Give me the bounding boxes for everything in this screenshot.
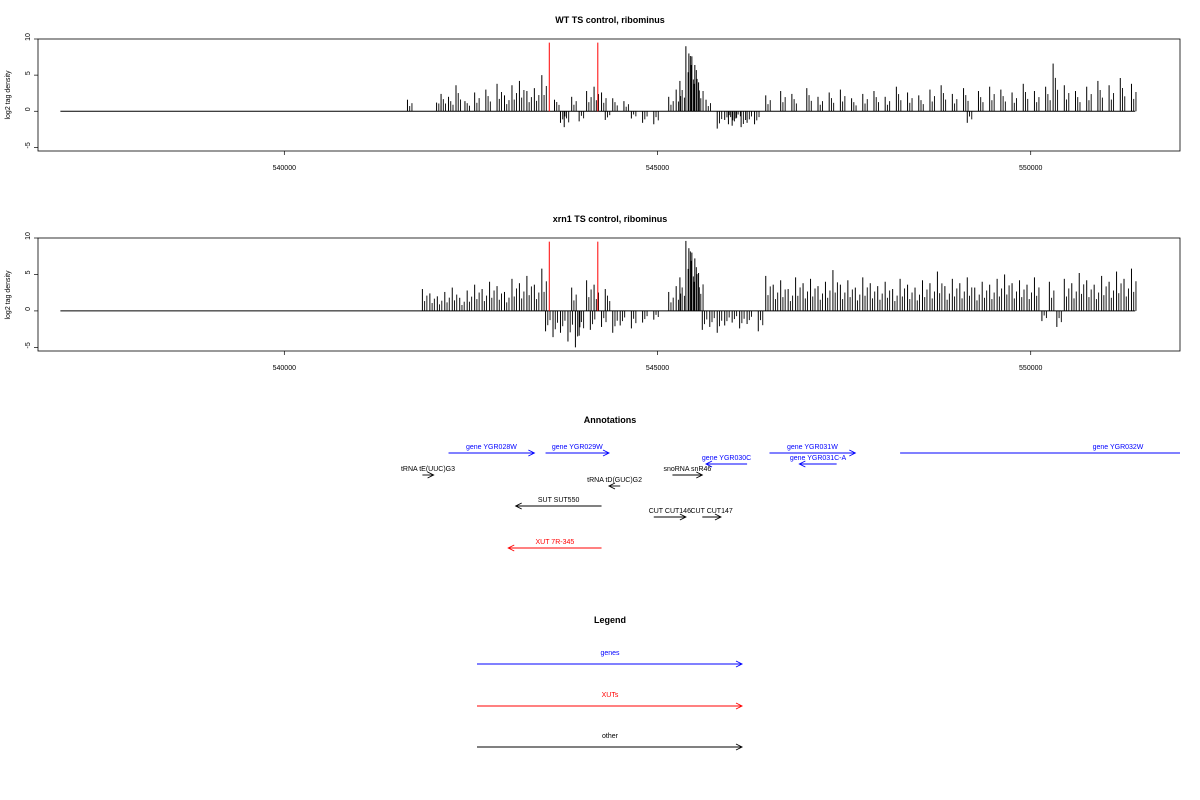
feature-arrowhead [607, 482, 616, 490]
feature-arrowhead [849, 449, 857, 457]
x-tick-label: 550000 [1019, 365, 1042, 372]
plot-frame [37, 38, 1181, 152]
x-tick-label: 540000 [273, 365, 296, 372]
y-tick-label: 0 [25, 307, 32, 311]
legend-label: XUTs [602, 692, 619, 699]
wt-track-title: WT TS control, ribominus [555, 15, 665, 25]
feature-arrowhead [679, 513, 687, 521]
legend-arrowhead [735, 660, 744, 668]
x-tick-label: 545000 [646, 165, 669, 172]
feature-arrowhead [696, 471, 704, 479]
feature-label: gene YGR031W [787, 444, 838, 451]
wt-track-ylabel: log2 tag density [5, 70, 12, 120]
feature-label: snoRNA snR46 [663, 466, 711, 473]
legend-label: genes [600, 650, 620, 657]
feature-arrowhead [528, 449, 536, 457]
legend-arrowhead [735, 743, 744, 751]
feature-label: CUT CUT147 [690, 508, 732, 515]
y-tick-label: 0 [25, 107, 32, 111]
y-tick-label: 10 [25, 232, 32, 240]
y-tick-label: 5 [25, 270, 32, 274]
y-tick-label: 5 [25, 71, 32, 75]
x-tick-label: 545000 [646, 365, 669, 372]
y-tick-label: -5 [25, 142, 32, 148]
legend-label: other [602, 733, 619, 740]
annotations-panel: Annotations gene YGR028W gene YGR029W gene… [401, 415, 1180, 552]
feature-arrowhead [507, 544, 515, 552]
y-tick-label: 10 [25, 33, 32, 41]
plot-frame [37, 237, 1181, 352]
legend-title: Legend [594, 615, 626, 625]
legend-panel: Legend genes XUTs other [477, 615, 744, 751]
feature-label: XUT 7R-345 [535, 539, 574, 546]
feature-label: gene YGR029W [552, 444, 603, 451]
xrn1-track-ylabel: log2 tag density [5, 270, 12, 320]
y-tick-label: -5 [25, 342, 32, 348]
feature-label: gene YGR031C-A [790, 455, 847, 462]
annotation-features: gene YGR028W gene YGR029W gene YGR031W gene… [401, 444, 1180, 552]
feature-arrowhead [798, 460, 806, 468]
feature-label: tRNA tE(UUC)G3 [401, 466, 455, 473]
wt-track-panel: WT TS control, ribominus log2 tag densit… [5, 15, 1181, 172]
x-tick-label: 540000 [273, 165, 296, 172]
legend-arrowhead [735, 702, 744, 710]
feature-label: gene YGR030C [702, 455, 751, 462]
feature-label: gene YGR028W [466, 444, 517, 451]
feature-arrowhead [514, 502, 522, 510]
feature-label: SUT SUT550 [538, 497, 580, 504]
feature-arrowhead [714, 513, 722, 521]
feature-label: CUT CUT146 [649, 508, 691, 515]
wt-track-plot: -5 0 5 10 540000 545000 550000 [25, 33, 1181, 172]
feature-arrowhead [705, 460, 713, 468]
feature-arrowhead [427, 471, 435, 479]
legend-items: genes XUTs other [477, 650, 744, 751]
feature-label: tRNA tD(GUC)G2 [587, 477, 642, 484]
xrn1-track-panel: xrn1 TS control, ribominus log2 tag dens… [5, 214, 1181, 372]
annotations-title: Annotations [584, 415, 637, 425]
feature-arrowhead [602, 449, 611, 457]
x-tick-label: 550000 [1019, 165, 1042, 172]
feature-label: gene YGR032W [1093, 444, 1144, 451]
xrn1-track-title: xrn1 TS control, ribominus [553, 214, 668, 224]
xrn1-track-plot: -5 0 5 10 540000 545000 550000 [25, 232, 1181, 372]
